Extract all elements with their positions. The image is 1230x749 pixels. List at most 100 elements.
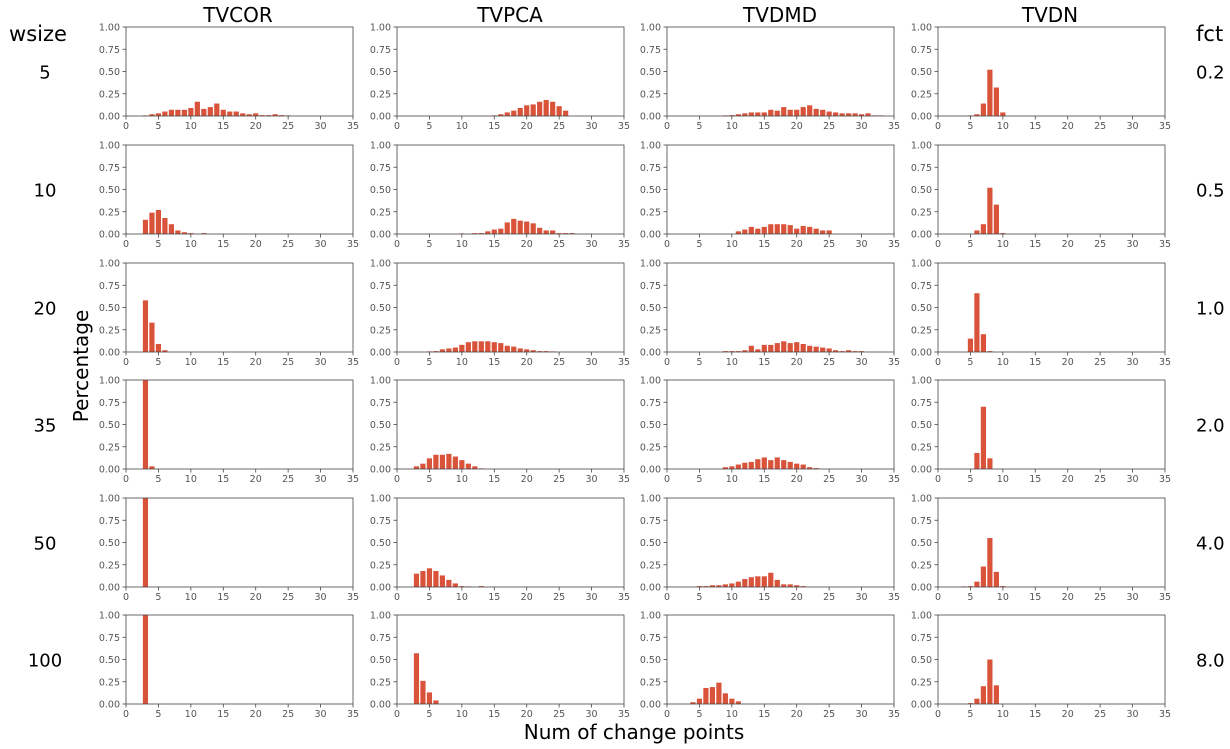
bar bbox=[768, 224, 774, 234]
bar bbox=[194, 101, 200, 116]
bar bbox=[181, 109, 187, 116]
bar bbox=[852, 113, 858, 116]
bar bbox=[556, 233, 562, 234]
bar bbox=[569, 233, 575, 234]
y-tick-label: 0.50 bbox=[911, 303, 932, 314]
bar bbox=[1000, 586, 1006, 587]
bar bbox=[439, 454, 445, 469]
panel-r0-c3: 0 5 10 15 20 25 30 35 0.00 0.25 0.50 0.75 1.00 bbox=[911, 23, 1171, 133]
y-tick-label: 0.00 bbox=[370, 112, 391, 123]
y-tick-label: 0.00 bbox=[99, 348, 120, 359]
x-tick-label: 25 bbox=[823, 592, 835, 603]
bar bbox=[858, 114, 865, 116]
x-tick-label: 15 bbox=[758, 592, 770, 603]
bar bbox=[716, 682, 722, 704]
x-tick-label: 20 bbox=[791, 592, 803, 603]
x-tick-label: 35 bbox=[888, 709, 900, 720]
row-label: 20 bbox=[34, 299, 57, 320]
y-tick-label: 0.25 bbox=[370, 560, 391, 571]
bar bbox=[794, 463, 800, 469]
bar bbox=[188, 107, 194, 116]
x-tick-label: 15 bbox=[1029, 474, 1041, 485]
x-tick-label: 15 bbox=[217, 357, 229, 368]
bar bbox=[201, 108, 207, 116]
x-tick-label: 5 bbox=[696, 709, 702, 720]
panel-r3-c3: 0 5 10 15 20 25 30 35 0.00 0.25 0.50 0.75 1.00 bbox=[911, 376, 1171, 486]
y-tick-label: 0.00 bbox=[911, 230, 932, 241]
bar bbox=[459, 344, 465, 352]
bar bbox=[491, 229, 497, 234]
x-tick-label: 35 bbox=[888, 239, 900, 250]
y-tick-label: 0.50 bbox=[640, 67, 661, 78]
column-title: TVPCA bbox=[476, 3, 543, 27]
bar bbox=[563, 110, 569, 116]
bar bbox=[993, 87, 999, 116]
bar bbox=[794, 109, 800, 116]
bar bbox=[543, 351, 549, 352]
y-tick-label: 1.00 bbox=[99, 141, 120, 152]
x-tick-label: 10 bbox=[456, 709, 468, 720]
bar bbox=[550, 230, 556, 234]
bar bbox=[735, 701, 741, 704]
bar bbox=[433, 351, 439, 352]
bar bbox=[459, 586, 465, 587]
y-tick-label: 0.00 bbox=[99, 465, 120, 476]
bar bbox=[504, 112, 510, 116]
x-tick-label: 20 bbox=[791, 357, 803, 368]
y-tick-label: 0.00 bbox=[370, 348, 391, 359]
bar bbox=[511, 346, 517, 352]
bar bbox=[768, 460, 774, 469]
bar bbox=[420, 463, 426, 469]
x-tick-label: 20 bbox=[791, 121, 803, 132]
bar bbox=[993, 204, 999, 234]
x-tick-label: 30 bbox=[586, 121, 598, 132]
bar bbox=[155, 343, 162, 352]
x-tick-label: 0 bbox=[935, 592, 941, 603]
x-tick-label: 10 bbox=[997, 239, 1009, 250]
axes-frame bbox=[396, 379, 625, 470]
y-tick-label: 0.00 bbox=[99, 583, 120, 594]
x-tick-label: 15 bbox=[488, 239, 500, 250]
axes-frame bbox=[666, 262, 895, 353]
x-tick-label: 25 bbox=[1094, 121, 1106, 132]
bar bbox=[478, 586, 484, 587]
bar bbox=[530, 350, 536, 352]
bar bbox=[807, 345, 813, 352]
bar bbox=[259, 115, 265, 116]
y-tick-label: 0.25 bbox=[640, 560, 661, 571]
x-tick-label: 30 bbox=[856, 357, 868, 368]
axes-frame bbox=[666, 26, 895, 117]
bar bbox=[980, 334, 986, 352]
bar bbox=[426, 568, 433, 587]
panel-r1-c3: 0 5 10 15 20 25 30 35 0.00 0.25 0.50 0.75 1.00 bbox=[911, 141, 1171, 251]
axes-frame bbox=[125, 614, 354, 705]
bar bbox=[781, 107, 787, 116]
panel-r1-c0: 0 5 10 15 20 25 30 35 0.00 0.25 0.50 0.75 1.00 bbox=[99, 141, 359, 251]
x-tick-label: 35 bbox=[888, 121, 900, 132]
x-tick-label: 15 bbox=[217, 709, 229, 720]
bar bbox=[748, 461, 754, 469]
y-tick-label: 0.25 bbox=[99, 560, 120, 571]
bar bbox=[465, 463, 471, 469]
x-tick-label: 20 bbox=[1062, 239, 1074, 250]
bar bbox=[729, 698, 735, 704]
y-tick-label: 0.75 bbox=[640, 163, 661, 174]
y-tick-label: 0.75 bbox=[370, 281, 391, 292]
bar bbox=[413, 466, 420, 469]
y-tick-label: 0.50 bbox=[911, 538, 932, 549]
y-axis-label: Percentage bbox=[69, 310, 93, 423]
y-tick-label: 0.25 bbox=[99, 325, 120, 336]
bar bbox=[768, 344, 774, 352]
x-tick-label: 15 bbox=[217, 592, 229, 603]
x-tick-label: 20 bbox=[791, 239, 803, 250]
bar bbox=[974, 581, 980, 587]
x-tick-label: 25 bbox=[1094, 357, 1106, 368]
bar bbox=[227, 111, 233, 116]
bar bbox=[774, 343, 780, 352]
bar bbox=[839, 351, 845, 352]
x-tick-label: 35 bbox=[618, 474, 630, 485]
bar bbox=[748, 577, 754, 587]
x-tick-label: 30 bbox=[1127, 357, 1139, 368]
y-tick-label: 0.50 bbox=[911, 67, 932, 78]
y-tick-label: 0.75 bbox=[911, 281, 932, 292]
